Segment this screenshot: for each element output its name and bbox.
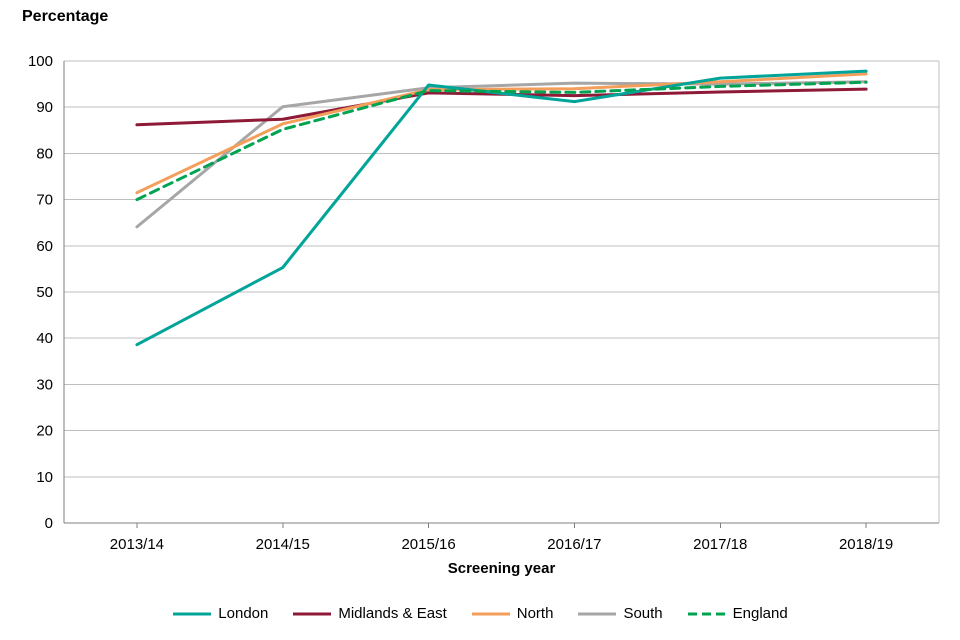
legend-item-london: London: [172, 605, 268, 622]
series-line-south: [135, 80, 868, 229]
y-tick-label-30: 30: [36, 376, 53, 393]
legend-swatch-england: [687, 612, 726, 615]
legend-label-midlands-east: Midlands & East: [338, 605, 447, 622]
y-tick-label-50: 50: [36, 284, 53, 301]
y-tick-label-10: 10: [36, 469, 53, 486]
legend-swatch-midlands-east: [293, 612, 332, 615]
legend-label-north: North: [516, 605, 554, 622]
y-tick-label-60: 60: [36, 238, 53, 255]
x-tick-label-2018-19: 2018/19: [839, 536, 893, 553]
x-tick-label-2017-18: 2017/18: [693, 536, 747, 553]
legend-swatch-north: [471, 612, 510, 615]
y-tick-label-70: 70: [36, 192, 53, 209]
legend-item-england: England: [687, 605, 788, 622]
series-line-england: [135, 80, 868, 202]
series-line-london: [135, 69, 868, 347]
legend-swatch-london: [173, 612, 212, 615]
legend-label-england: England: [732, 605, 788, 622]
y-tick-label-20: 20: [36, 423, 53, 440]
chart-legend: London Midlands & East North South England: [0, 605, 960, 622]
y-tick-label-80: 80: [36, 145, 53, 162]
y-tick-label-40: 40: [36, 330, 53, 347]
legend-label-south: South: [623, 605, 663, 622]
chart-title: Percentage: [22, 8, 109, 25]
y-tick-label-100: 100: [28, 53, 53, 70]
legend-swatch-south: [578, 612, 617, 615]
y-tick-label-90: 90: [36, 99, 53, 116]
legend-item-south: South: [577, 605, 663, 622]
x-tick-label-2013-14: 2013/14: [110, 536, 164, 553]
x-tick-label-2014-15: 2014/15: [256, 536, 310, 553]
series-line-north: [135, 72, 868, 195]
legend-label-london: London: [218, 605, 269, 622]
x-tick-label-2015-16: 2015/16: [401, 536, 455, 553]
x-axis-title: Screening year: [447, 560, 556, 577]
line-chart: 0 10 20 30 40 50 60 70 80 90 100 2013/14 2014/15 2015…: [28, 53, 940, 553]
x-tick-label-2016-17: 2016/17: [547, 536, 601, 553]
legend-item-midlands-east: Midlands & East: [292, 605, 447, 622]
y-tick-label-0: 0: [45, 515, 53, 532]
legend-item-north: North: [471, 605, 554, 622]
